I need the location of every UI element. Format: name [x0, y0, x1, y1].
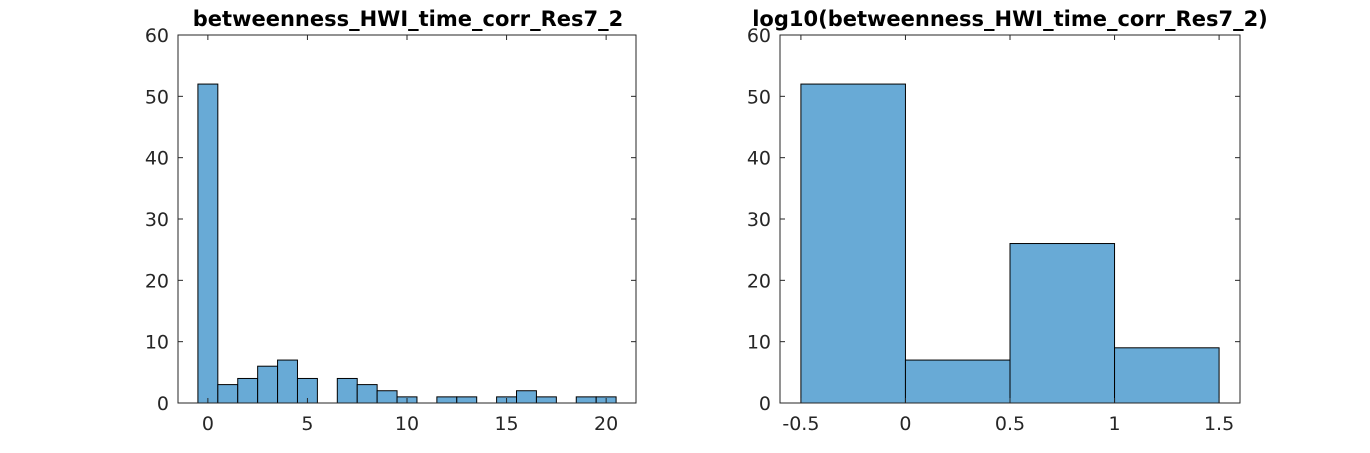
histogram-right: log10(betweenness_HWI_time_corr_Res7_2) …: [747, 7, 1268, 435]
ytick-label-left-2: 20: [145, 270, 169, 292]
bar-left-13: [456, 396, 478, 404]
bar-left-12: [436, 396, 458, 404]
xtick-label-left-0: 0: [202, 413, 214, 435]
bar-left-19: [575, 396, 597, 404]
bar-right-0: [800, 83, 906, 404]
bar-left-17: [535, 396, 557, 404]
histogram-left: betweenness_HWI_time_corr_Res7_2 0 10 20 30…: [145, 7, 637, 435]
xtick-label-left-1: 5: [301, 413, 313, 435]
ytick-label-left-4: 40: [145, 148, 169, 170]
bar-right-1: [904, 359, 1011, 404]
ytick-label-right-6: 60: [747, 25, 771, 47]
xtick-label-right-1: 0: [899, 413, 911, 435]
ytick-label-right-1: 10: [747, 332, 771, 354]
bar-left-7: [336, 377, 358, 404]
bar-left-0: [197, 83, 219, 404]
bar-left-2: [237, 377, 259, 404]
ytick-label-left-6: 60: [145, 25, 169, 47]
ytick-label-right-3: 30: [747, 209, 771, 231]
xtick-label-right-2: 0.5: [995, 413, 1025, 435]
xtick-label-left-2: 10: [395, 413, 419, 435]
chart-title-left: betweenness_HWI_time_corr_Res7_2: [193, 7, 623, 31]
bar-right-2: [1009, 243, 1116, 404]
bar-left-9: [376, 390, 398, 404]
bar-left-8: [356, 384, 378, 404]
axes-box-left: [177, 34, 637, 404]
xtick-label-right-0: -0.5: [782, 413, 819, 435]
bar-right-3: [1114, 347, 1220, 404]
bar-left-1: [217, 384, 239, 404]
ytick-label-left-5: 50: [145, 86, 169, 108]
ytick-label-right-4: 40: [747, 148, 771, 170]
ytick-label-left-1: 10: [145, 332, 169, 354]
xtick-label-left-3: 15: [494, 413, 518, 435]
bar-left-16: [516, 390, 537, 404]
xtick-label-left-4: 20: [594, 413, 618, 435]
xtick-label-right-4: 1.5: [1204, 413, 1234, 435]
ytick-label-right-0: 0: [759, 393, 771, 415]
ytick-label-left-3: 30: [145, 209, 169, 231]
bar-left-3: [257, 365, 279, 404]
chart-title-right: log10(betweenness_HWI_time_corr_Res7_2): [752, 7, 1268, 31]
bar-left-4: [277, 359, 298, 404]
ytick-label-left-0: 0: [157, 393, 169, 415]
xtick-label-right-3: 1: [1108, 413, 1120, 435]
ytick-label-right-2: 20: [747, 270, 771, 292]
ytick-label-right-5: 50: [747, 86, 771, 108]
